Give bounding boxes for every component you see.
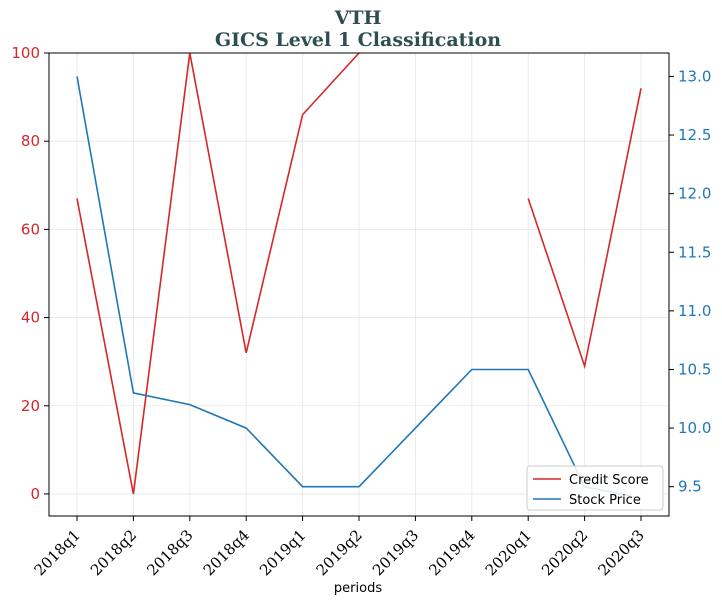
x-axis-label: periods: [334, 581, 382, 596]
x-tick-label: 2020q3: [595, 526, 648, 579]
legend-label: Stock Price: [569, 493, 641, 508]
right-tick-label: 12.0: [678, 185, 711, 203]
chart-title: VTH: [334, 7, 382, 29]
right-tick-label: 11.0: [678, 302, 711, 320]
x-tick-label: 2018q4: [200, 526, 253, 579]
right-y-axis: 9.5 10.0 10.5 11.0 11.5 12.0 12.5 13.0: [669, 67, 711, 496]
x-tick-label: 2018q3: [143, 526, 196, 579]
x-tick-label: 2019q2: [313, 526, 366, 579]
x-tick-label: 2020q2: [538, 526, 591, 579]
left-tick-label: 80: [21, 132, 40, 150]
x-axis: 2018q1 2018q2 2018q3 2018q4 2019q1 2019q2 2019…: [31, 516, 648, 579]
left-tick-label: 40: [21, 309, 40, 327]
chart-subtitle: GICS Level 1 Classification: [215, 29, 501, 51]
x-tick-label: 2020q1: [482, 526, 535, 579]
right-tick-label: 9.5: [678, 478, 702, 496]
x-tick-label: 2018q2: [87, 526, 140, 579]
x-tick-label: 2019q4: [425, 526, 478, 579]
series-line-credit-score: [76, 53, 642, 495]
right-tick-label: 12.5: [678, 126, 711, 144]
left-tick-label: 20: [21, 397, 40, 415]
x-tick-label: 2019q3: [369, 526, 422, 579]
right-tick-label: 13.0: [678, 67, 711, 85]
left-tick-label: 0: [30, 485, 40, 503]
left-tick-label: 100: [11, 44, 40, 62]
x-tick-label: 2018q1: [31, 526, 84, 579]
left-tick-label: 60: [21, 220, 40, 238]
x-tick-label: 2019q1: [256, 526, 309, 579]
left-y-axis: 0 20 40 60 80 100: [11, 44, 49, 503]
legend: Credit Score Stock Price: [526, 465, 664, 511]
right-tick-label: 11.5: [678, 243, 711, 261]
legend-label: Credit Score: [569, 473, 649, 488]
grid: [49, 52, 669, 516]
right-tick-label: 10.0: [678, 419, 711, 437]
right-tick-label: 10.5: [678, 360, 711, 378]
